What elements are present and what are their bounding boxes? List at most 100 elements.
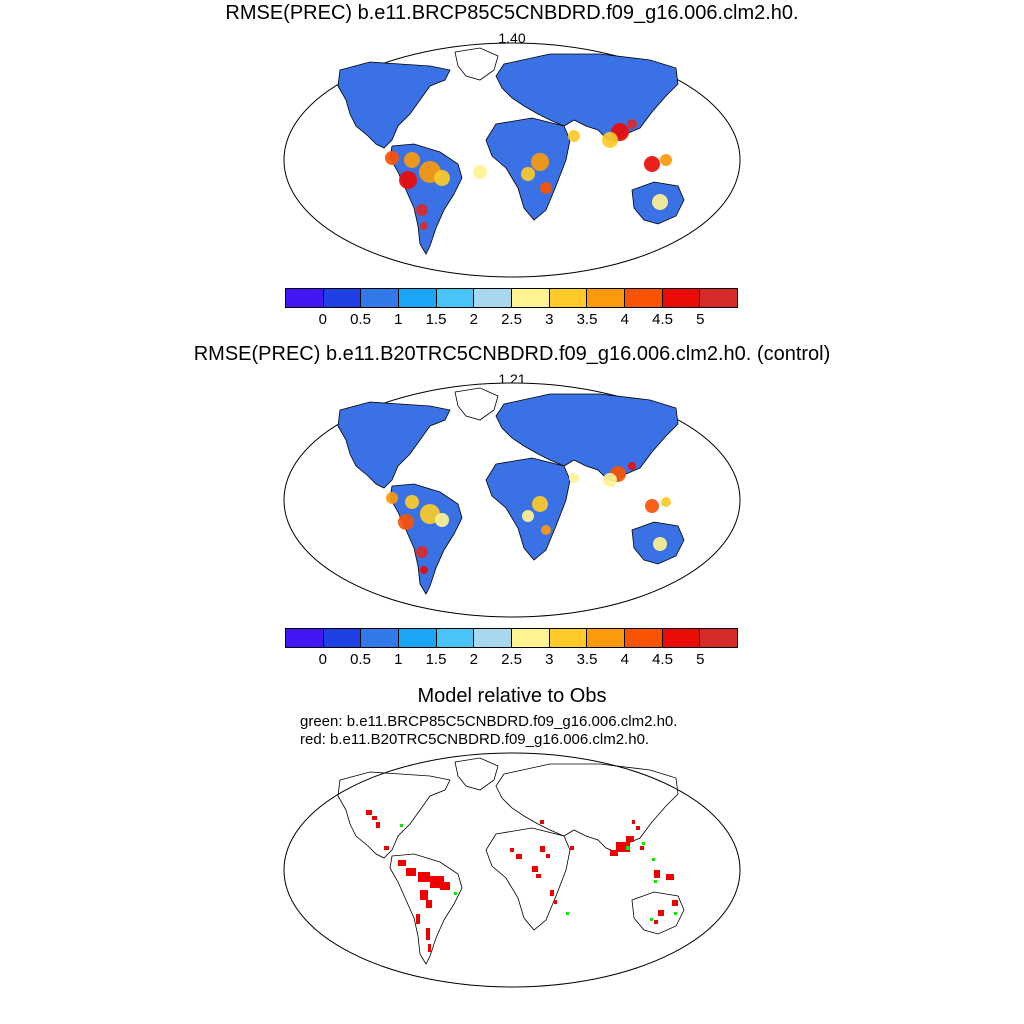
panel1-subtitle: 1.40 [498,30,526,46]
panel2-colorbar-swatch-9 [625,629,663,647]
panel2-hotspot-3 [416,546,428,558]
panel1-hotspot-10 [531,153,549,171]
panel2-colorbar-label-7: 3.5 [576,651,598,668]
panel2-hotspot-1 [420,504,440,524]
panel2-colorbar-label-0: 0 [318,651,327,668]
panel1-hotspot-5 [385,151,399,165]
red-cell-8 [420,890,428,900]
red-cell-9 [426,900,432,908]
panel2-colorbar-swatch-7 [549,629,588,647]
panel2-colorbar-label-1: 0.5 [350,651,371,668]
panel1-colorbar-swatch-10 [662,289,701,307]
green-cell-6 [566,912,569,915]
land-africa [485,457,571,561]
panel2-hotspot-6 [405,495,419,509]
map-outline [283,752,741,988]
red-cell-4 [406,868,416,876]
green-cell-0 [400,824,403,827]
coast-namerica [337,771,451,859]
panel2-colorbar-swatch-8 [587,629,626,647]
panel1-colorbar-label-8: 4 [620,311,629,328]
red-cell-26 [610,850,618,856]
panel1-hotspot-15 [652,194,668,210]
panel1-map-svg [283,42,741,278]
panel2-hotspot-13 [645,499,659,513]
panel1-hotspot-17 [473,165,487,179]
panel2-colorbar-swatch-11 [700,629,738,647]
panel1-hotspot-9 [602,132,618,148]
red-cell-29 [666,874,674,880]
red-cell-19 [536,874,541,878]
red-cell-17 [546,854,550,858]
panel2-hotspot-10 [532,496,548,512]
green-cell-2 [626,846,630,850]
panel3-legend-green: green: b.e11.BRCP85C5CNBDRD.f09_g16.006.… [300,713,678,730]
green-cell-7 [674,912,677,915]
panel2-colorbar-swatch-6 [512,629,550,647]
red-cell-25 [632,820,635,824]
red-cell-18 [532,866,538,872]
land-greenland [454,47,499,81]
red-cell-22 [616,842,630,852]
panel2-colorbar-labels: 0 0.5 1 1.5 2 2.5 3 3.5 4 4.5 5 [285,651,738,671]
panel1-colorbar-label-2: 1 [394,311,403,328]
green-cell-3 [642,842,645,845]
red-cell-13 [384,846,389,850]
hotspot-layer [385,119,672,230]
red-cell-16 [540,846,545,852]
panel2-colorbar-label-10: 5 [696,651,705,668]
panel1-title: RMSE(PREC) b.e11.BRCP85C5CNBDRD.f09_g16.… [225,2,799,24]
red-cell-28 [654,870,660,878]
panel3-map [280,750,744,990]
panel2-colorbar-swatch-3 [399,629,437,647]
land-greenland [454,387,499,421]
panel3-title: Model relative to Obs [417,685,607,707]
panel1-hotspot-3 [416,204,428,216]
red-cell-7 [440,882,450,890]
red-cell-10 [416,914,420,924]
panel1-colorbar-label-0: 0 [318,311,327,328]
hotspot-layer [386,462,671,574]
panel1-colorbar-swatch-8 [587,289,626,307]
green-cell-5 [654,880,657,883]
panel2-hotspot-12 [522,510,534,522]
red-cell-11 [426,928,430,940]
panel2-hotspot-0 [398,514,414,530]
panel2-map-svg [283,382,741,618]
green-cells [400,824,677,921]
green-cell-8 [650,918,653,921]
red-cell-23 [626,836,634,842]
panel1-colorbar-swatch-4 [436,289,475,307]
panel1-colorbar-swatch-5 [474,289,513,307]
panel1-hotspot-8 [627,119,637,129]
panel1-colorbar-label-6: 3 [545,311,554,328]
panel2-colorbar-swatch-5 [474,629,513,647]
red-cell-2 [376,822,380,828]
coast-australia [631,891,685,935]
panel2-colorbar-label-9: 4.5 [652,651,673,668]
red-cell-30 [672,900,678,906]
red-cell-34 [570,846,574,850]
red-cell-33 [540,820,544,824]
panel1-colorbar-swatch-7 [549,289,588,307]
coast-greenland [454,757,499,791]
green-cell-4 [652,858,655,861]
panel1-hotspot-0 [399,171,417,189]
panel1-colorbar-label-10: 5 [696,311,705,328]
coast-samerica [389,853,463,965]
panel1-colorbar-label-7: 3.5 [576,311,598,328]
panel2-colorbar-label-8: 4 [620,651,629,668]
panel3-map-svg [283,752,741,988]
panel2-colorbar-label-5: 2.5 [501,651,522,668]
panel1-hotspot-16 [568,130,580,142]
panel1-colorbar-label-4: 2 [469,311,478,328]
red-cells [366,810,678,952]
green-cell-1 [454,892,457,895]
panel2-hotspot-4 [420,566,428,574]
panel1-colorbar-label-1: 0.5 [350,311,371,328]
panel1-hotspot-2 [434,170,450,186]
panel1-colorbar-swatch-3 [399,289,437,307]
land-namerica [337,401,451,489]
panel2-colorbar-swatch-10 [662,629,701,647]
panel1-colorbar-labels: 0 0.5 1 1.5 2 2.5 3 3.5 4 4.5 5 [285,311,738,331]
